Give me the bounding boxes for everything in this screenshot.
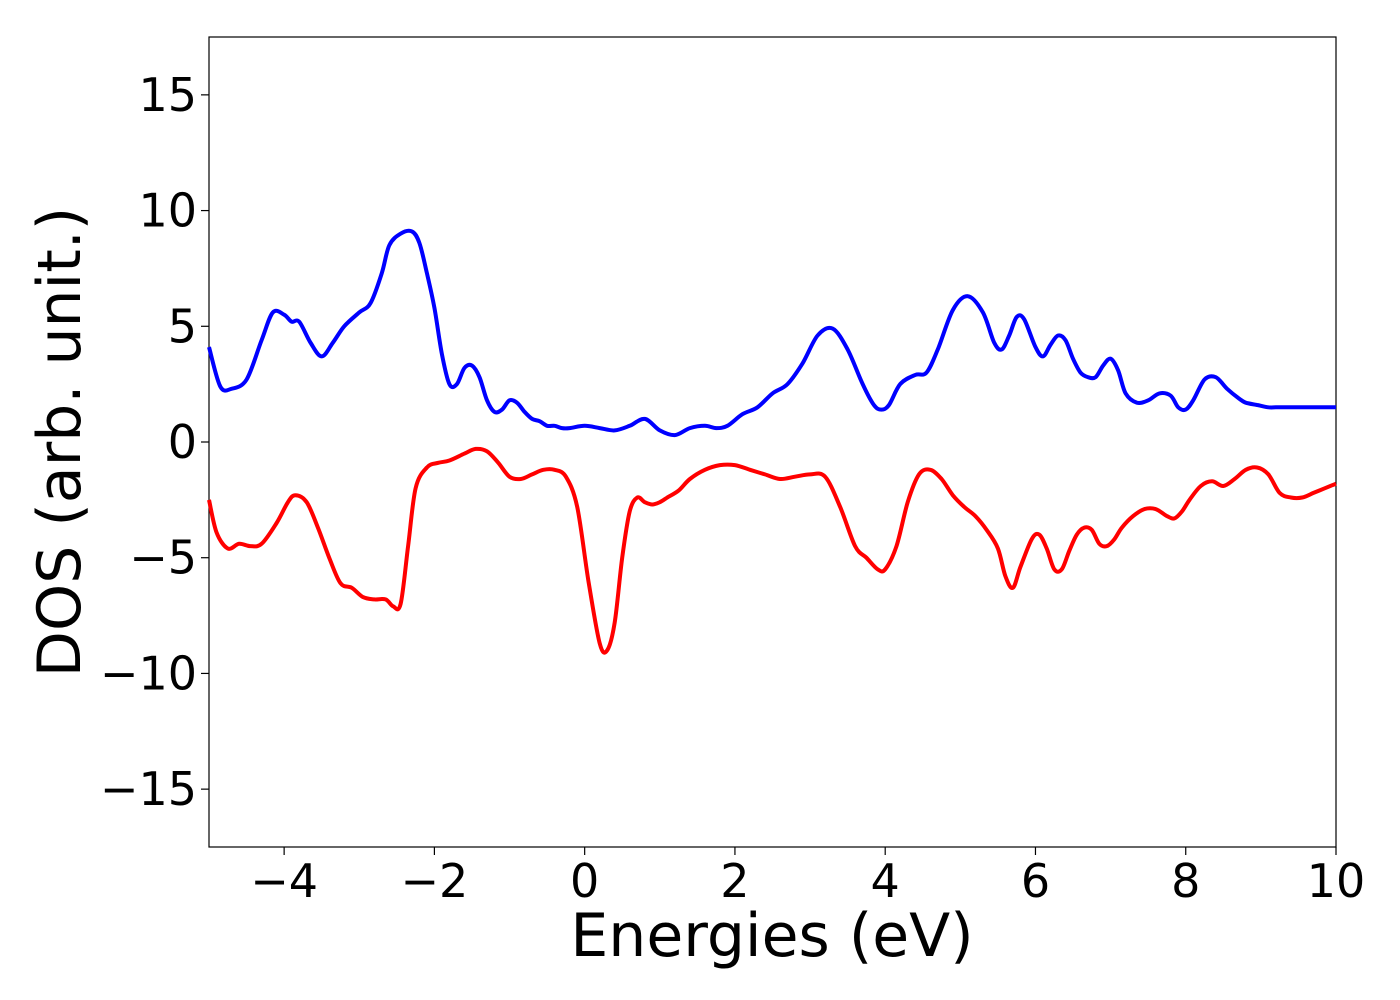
x-tick-label: 4	[871, 854, 900, 908]
y-tick-label: 10	[138, 184, 197, 238]
y-tick-label: 0	[168, 415, 197, 469]
plot-frame	[208, 36, 1337, 848]
x-tick-label: 0	[570, 854, 599, 908]
x-tick-label: 2	[720, 854, 749, 908]
x-tick-label: 8	[1171, 854, 1200, 908]
x-tick-label: −2	[400, 854, 468, 908]
dos-series-line-1	[207, 228, 1336, 438]
y-tick-label: −10	[100, 646, 197, 700]
y-axis-label: DOS (arb. unit.)	[25, 207, 95, 677]
x-tick-label: −4	[250, 854, 318, 908]
y-tick-label: 5	[168, 299, 197, 353]
y-tick-label: 15	[138, 68, 197, 122]
y-tick-label: −5	[129, 531, 197, 585]
x-axis-label: Energies (eV)	[570, 901, 973, 971]
y-tick-label: −15	[100, 762, 197, 816]
series-layer	[207, 228, 1337, 655]
dos-series-line-2	[207, 446, 1337, 655]
plot-area: −4 −2 0 2 4 6 8 10 15 10 5 0 −5 −10 −15	[100, 36, 1365, 908]
x-tick-label: 10	[1307, 854, 1366, 908]
x-axis-ticks: −4 −2 0 2 4 6 8 10	[250, 847, 1365, 908]
x-tick-label: 6	[1021, 854, 1050, 908]
y-axis-ticks: 15 10 5 0 −5 −10 −15	[100, 68, 209, 816]
